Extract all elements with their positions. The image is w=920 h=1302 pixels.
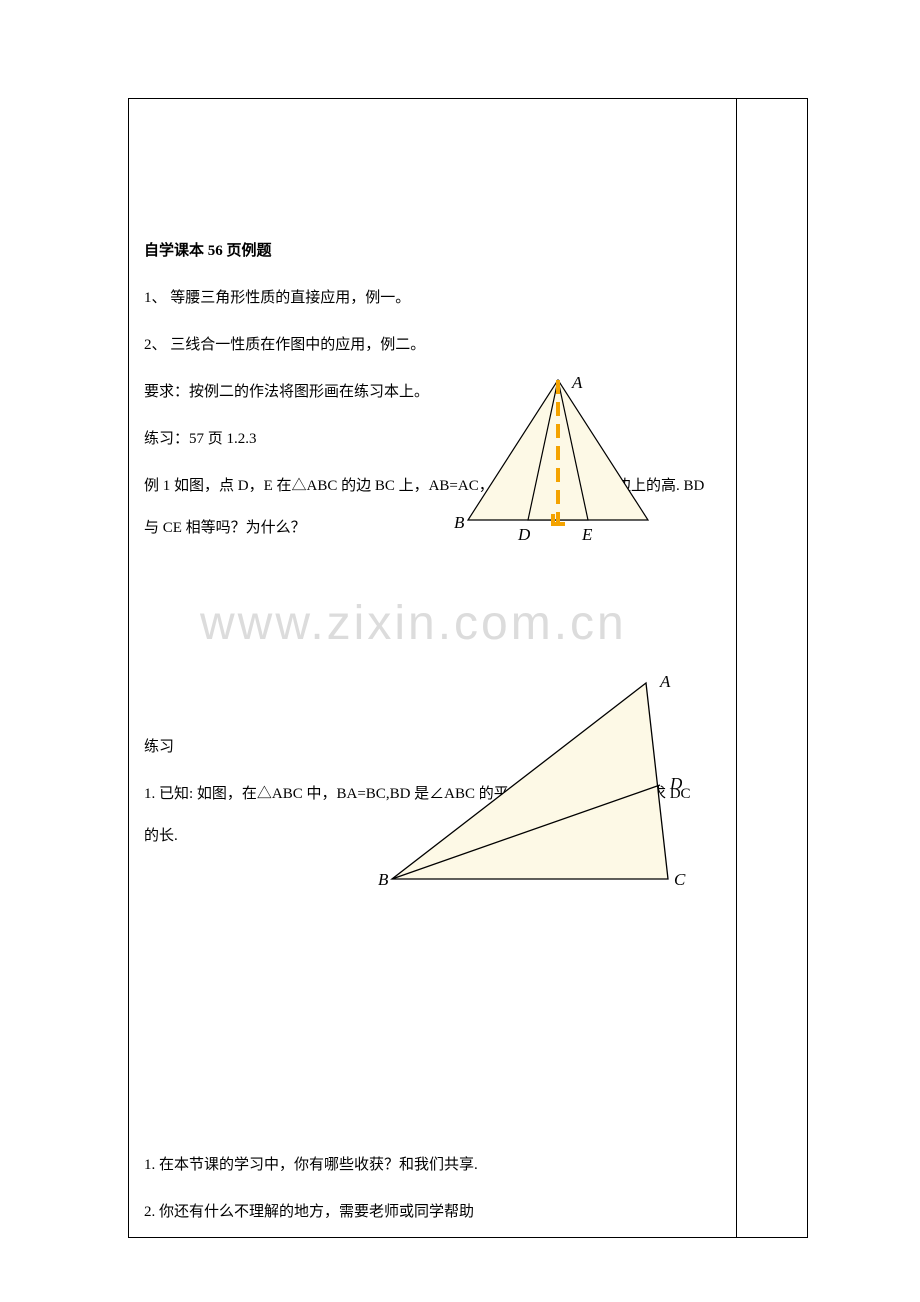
paragraph: 1. 在本节课的学习中，你有哪些收获？和我们共享. [144, 1153, 792, 1177]
triangle-ABC-2 [392, 683, 668, 879]
content-area: 自学课本 56 页例题 1、 等腰三角形性质的直接应用，例一。 2、 三线合一性… [144, 99, 792, 1237]
paragraph: 2. 你还有什么不理解的地方，需要老师或同学帮助 [144, 1200, 792, 1224]
label-D: D [517, 525, 531, 544]
label-B2: B [378, 870, 389, 889]
figure-triangle-2: A B C D [370, 671, 690, 901]
page-frame: 自学课本 56 页例题 1、 等腰三角形性质的直接应用，例一。 2、 三线合一性… [128, 98, 808, 1238]
label-D2: D [669, 774, 683, 793]
label-A2: A [659, 672, 671, 691]
label-B: B [454, 513, 465, 532]
paragraph: 1、 等腰三角形性质的直接应用，例一。 [144, 286, 792, 310]
label-E: E [581, 525, 593, 544]
label-A: A [571, 373, 583, 392]
label-C2: C [674, 870, 686, 889]
section-heading: 自学课本 56 页例题 [144, 239, 792, 263]
figure-triangle-1: A B C D E [440, 372, 650, 552]
paragraph: 2、 三线合一性质在作图中的应用，例二。 [144, 333, 792, 357]
